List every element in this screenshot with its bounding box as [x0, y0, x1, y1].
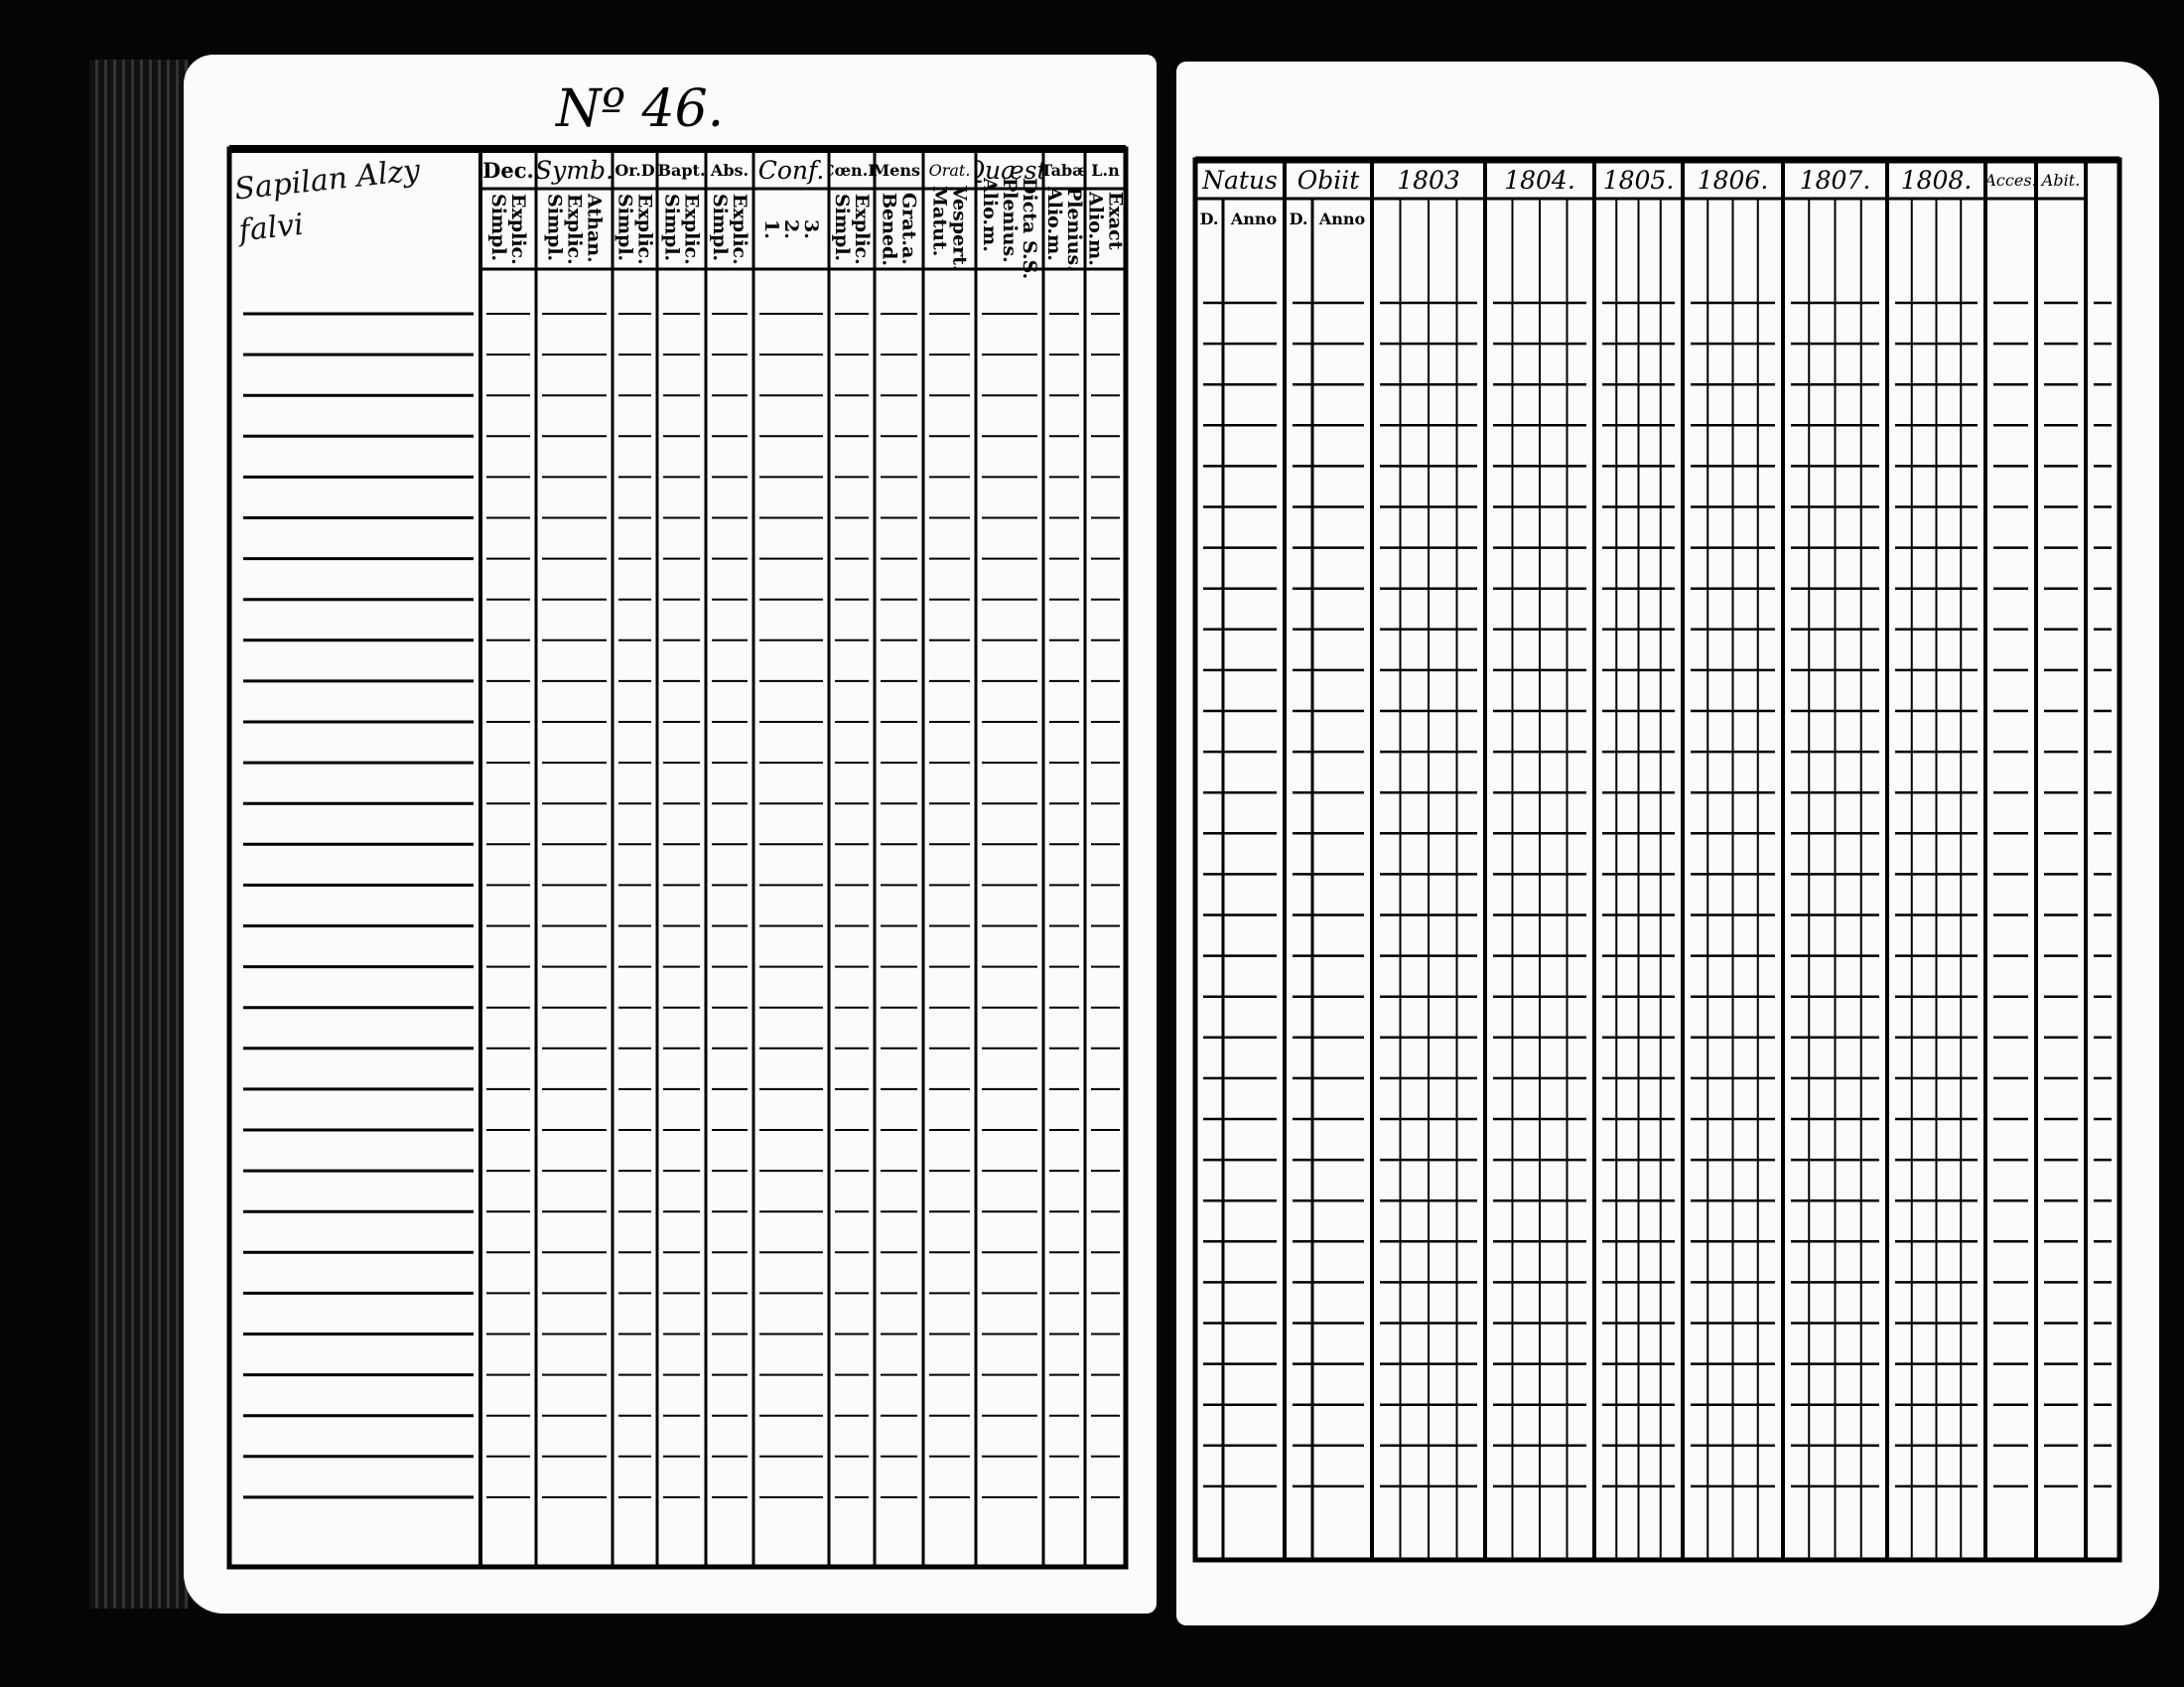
column-header: 1803 [1397, 166, 1460, 195]
column-header: 1806. [1697, 166, 1769, 195]
column-header: L.n [1091, 160, 1120, 180]
column-header: Abs. [710, 160, 750, 180]
column-header: Symb. [536, 155, 613, 185]
column-subheader: D. [1289, 209, 1308, 228]
column-header: Orat. [928, 160, 971, 180]
column-subheader: Explic. Simpl. [487, 193, 529, 265]
left-table-border [226, 146, 1129, 1570]
column-subheader: Grat.a. Bened. [878, 192, 920, 266]
column-subheader: Explic. Simpl. [660, 193, 703, 265]
column-header: Natus [1202, 166, 1278, 195]
column-subheader: 3. 2. 1. [760, 218, 822, 239]
column-subheader: Exact Alio.m. [1084, 192, 1127, 266]
column-header: Mens. [875, 160, 923, 180]
column-subheader: Vespert. Matut. [928, 186, 971, 272]
right-table-border [1192, 157, 2122, 1563]
column-subheader: Explic. Simpl. [831, 193, 873, 265]
column-header: 1804. [1504, 166, 1575, 195]
column-header: Or.D [614, 160, 655, 180]
book-spine-edges [89, 60, 189, 1609]
column-subheader: Anno [1318, 209, 1366, 228]
column-subheader: Explic. Simpl. [709, 193, 751, 265]
column-subheader: Dicta S.S. Plenius. Alio.m. [979, 178, 1040, 280]
column-header: Conf. [757, 155, 825, 185]
column-header: Obiit [1297, 166, 1360, 195]
register-number: Nº 46. [556, 79, 725, 139]
column-header: Acces. [1985, 171, 2036, 190]
column-header: 1807. [1799, 166, 1871, 195]
column-subheader: D. [1199, 209, 1219, 228]
column-header: Abit. [2041, 171, 2081, 190]
column-header: 1808. [1900, 166, 1973, 195]
column-subheader: Explic. Simpl. [614, 193, 656, 265]
column-header: Tabæ [1043, 160, 1085, 180]
column-subheader: Plenius. Alio.m. [1043, 186, 1085, 272]
column-subheader: Anno [1230, 209, 1278, 228]
column-header: Quæst. [976, 155, 1043, 185]
column-header: Cœn.D [829, 160, 875, 180]
column-subheader: Athan. Explic. Simpl. [543, 193, 606, 265]
column-header: 1805. [1602, 166, 1675, 195]
column-header: Bapt. [657, 160, 706, 180]
column-header: Dec. [482, 157, 534, 183]
